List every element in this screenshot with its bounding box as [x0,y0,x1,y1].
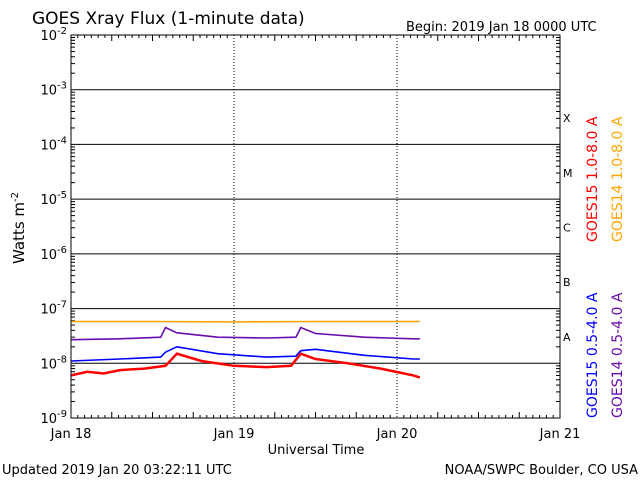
y-tick-label: 10-3 [40,81,67,99]
x-tick-label: Jan 19 [213,427,255,442]
legend: GOES15 1.0-8.0 A GOES14 1.0-8.0 A GOES15 0… [585,116,626,418]
x-axis-label: Universal Time [268,443,365,458]
flare-class-b: B [563,276,571,289]
x-tick-label: Jan 18 [50,427,92,442]
flare-class-m: M [563,167,573,180]
legend-entry-3: GOES14 0.5-4.0 A [610,292,626,418]
legend-entry-2: GOES15 0.5-4.0 A [585,292,601,418]
y-axis-label: Watts m-2 [10,192,28,264]
flare-class-a: A [563,331,571,344]
x-tick-label: Jan 21 [539,427,581,442]
series-line-2 [70,345,420,362]
y-tick-label: 10-8 [40,354,67,372]
plot-frame [70,34,561,419]
horizontal-gridlines [71,37,560,403]
vertical-gridlines [77,35,554,418]
y-tick-labels: 10-2 10-3 10-4 10-5 10-6 10-7 10-8 10-9 [40,26,67,427]
y-tick-label: 10-2 [40,26,67,44]
flare-class-x: X [563,112,571,125]
legend-entry-0: GOES15 1.0-8.0 A [585,116,601,242]
y-tick-label: 10-5 [40,190,67,208]
series-lines [70,320,421,379]
legend-entry-1: GOES14 1.0-8.0 A [610,116,626,242]
series-line-3 [70,326,420,341]
series-line-0 [70,352,421,379]
y-tick-label: 10-6 [40,245,67,263]
flare-class-c: C [563,222,571,235]
y-tick-label: 10-4 [40,135,67,153]
updated-time: Updated 2019 Jan 20 03:22:11 UTC [2,463,232,478]
flare-class-labels: X M C B A [563,112,573,344]
y-tick-label: 10-9 [40,409,67,427]
begin-time: Begin: 2019 Jan 18 0000 UTC [406,20,597,35]
chart-title: GOES Xray Flux (1-minute data) [32,9,305,29]
x-tick-label: Jan 20 [376,427,418,442]
credit-text: NOAA/SWPC Boulder, CO USA [445,463,638,478]
y-tick-label: 10-7 [40,300,67,318]
x-tick-labels: Jan 18 Jan 19 Jan 20 Jan 21 [50,427,581,442]
